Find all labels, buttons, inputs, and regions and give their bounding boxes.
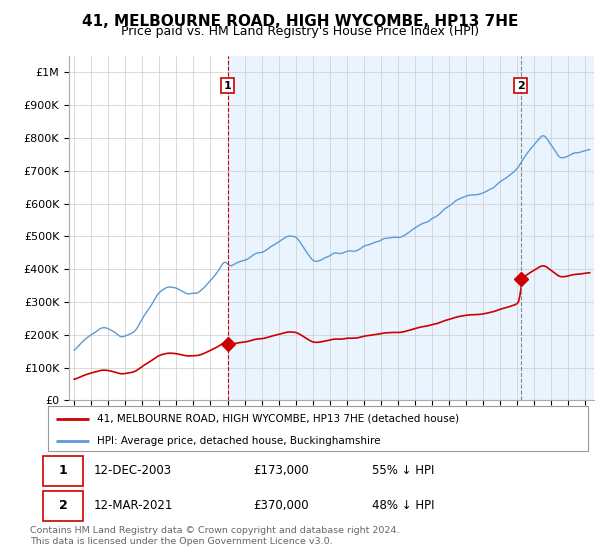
Text: Price paid vs. HM Land Registry's House Price Index (HPI): Price paid vs. HM Land Registry's House … [121, 25, 479, 38]
Text: 55% ↓ HPI: 55% ↓ HPI [372, 464, 434, 478]
Text: 1: 1 [59, 464, 67, 478]
Bar [227, 56, 594, 400]
Text: 12-MAR-2021: 12-MAR-2021 [94, 499, 173, 512]
FancyBboxPatch shape [43, 491, 83, 521]
Text: 41, MELBOURNE ROAD, HIGH WYCOMBE, HP13 7HE (detached house): 41, MELBOURNE ROAD, HIGH WYCOMBE, HP13 7… [97, 413, 459, 423]
Text: 41, MELBOURNE ROAD, HIGH WYCOMBE, HP13 7HE: 41, MELBOURNE ROAD, HIGH WYCOMBE, HP13 7… [82, 14, 518, 29]
Text: 1: 1 [224, 81, 232, 91]
Text: HPI: Average price, detached house, Buckinghamshire: HPI: Average price, detached house, Buck… [97, 436, 380, 446]
FancyBboxPatch shape [48, 406, 588, 451]
FancyBboxPatch shape [43, 456, 83, 486]
Text: 12-DEC-2003: 12-DEC-2003 [94, 464, 172, 478]
Text: £370,000: £370,000 [253, 499, 309, 512]
Text: 2: 2 [59, 499, 67, 512]
Text: 48% ↓ HPI: 48% ↓ HPI [372, 499, 434, 512]
Text: Contains HM Land Registry data © Crown copyright and database right 2024.
This d: Contains HM Land Registry data © Crown c… [30, 526, 400, 546]
Text: 2: 2 [517, 81, 524, 91]
Text: £173,000: £173,000 [253, 464, 309, 478]
